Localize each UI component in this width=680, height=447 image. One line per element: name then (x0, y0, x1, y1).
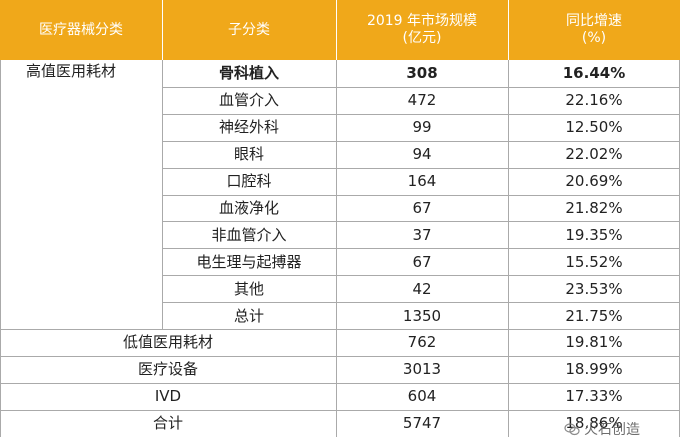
column-divider (336, 60, 337, 437)
subcategory-cell: 神经外科 (218, 118, 279, 137)
market-size-cell: 42 (412, 279, 432, 298)
subcategory-cell: 血液净化 (218, 198, 279, 217)
growth-cell: 18.99% (565, 360, 623, 379)
header-market-size-line2: (亿元) (402, 30, 442, 46)
row-divider (162, 87, 680, 88)
row-divider (162, 275, 680, 276)
subcategory-cell: 口腔科 (226, 172, 272, 191)
market-size-cell: 1350 (402, 306, 442, 325)
row-divider (162, 114, 680, 115)
subcategory-cell: 电生理与起搏器 (196, 252, 302, 271)
category-cell: 合计 (152, 414, 183, 433)
subcategory-cell: 非血管介入 (211, 225, 287, 244)
header-subcategory: 子分类 (162, 0, 336, 60)
header-divider (508, 0, 509, 60)
growth-cell: 22.02% (565, 145, 623, 164)
group-label-high-value: 高值医用耗材 (0, 60, 162, 329)
subcategory-cell: 眼科 (233, 145, 264, 164)
row-divider (162, 302, 680, 303)
market-size-cell: 99 (412, 118, 432, 137)
row-divider (0, 383, 680, 384)
market-size-cell: 604 (407, 387, 437, 406)
watermark: 火石创造 (564, 419, 640, 439)
header-growth: 同比增速 (%) (508, 0, 680, 60)
header-divider (162, 0, 163, 60)
market-size-cell: 94 (412, 145, 432, 164)
row-divider (0, 356, 680, 357)
subcategory-cell: 总计 (233, 306, 264, 325)
market-size-cell: 67 (412, 198, 432, 217)
growth-cell: 17.33% (565, 387, 623, 406)
row-divider (0, 329, 680, 330)
growth-cell: 15.52% (565, 252, 623, 271)
subcategory-cell: 其他 (233, 279, 264, 298)
subcategory-cell: 血管介入 (218, 91, 279, 110)
header-market-size: 2019 年市场规模 (亿元) (336, 0, 508, 60)
header-category-label: 医疗器械分类 (39, 21, 123, 38)
row-divider (162, 141, 680, 142)
market-size-cell: 762 (407, 333, 437, 352)
market-size-cell: 164 (407, 172, 437, 191)
market-size-cell: 67 (412, 252, 432, 271)
header-growth-line2: (%) (581, 30, 607, 46)
category-cell: IVD (154, 387, 182, 406)
row-divider (162, 195, 680, 196)
market-size-cell: 5747 (402, 414, 442, 433)
row-divider (162, 168, 680, 169)
column-divider (508, 60, 509, 437)
column-divider (162, 60, 163, 329)
growth-cell: 19.81% (565, 333, 623, 352)
market-size-cell: 3013 (402, 360, 442, 379)
column-divider (0, 60, 1, 437)
growth-cell: 21.82% (565, 198, 623, 217)
watermark-text: 火石创造 (584, 422, 640, 438)
growth-cell: 22.16% (565, 91, 623, 110)
row-divider (162, 221, 680, 222)
growth-cell: 19.35% (565, 225, 623, 244)
growth-cell: 20.69% (565, 172, 623, 191)
growth-cell: 16.44% (562, 64, 626, 83)
growth-cell: 18.86% (565, 414, 623, 433)
group-label-text: 高值医用耗材 (26, 62, 117, 80)
wechat-logo-icon (564, 423, 580, 436)
subcategory-cell: 骨科植入 (218, 64, 279, 83)
header-category: 医疗器械分类 (0, 0, 162, 60)
growth-cell: 23.53% (565, 279, 623, 298)
category-cell: 低值医用耗材 (122, 333, 213, 352)
category-cell: 医疗设备 (137, 360, 198, 379)
header-market-size-line1: 2019 年市场规模 (366, 13, 478, 30)
market-size-cell: 308 (406, 64, 438, 83)
row-divider (0, 410, 680, 411)
header-subcategory-label: 子分类 (228, 21, 270, 38)
header-divider (336, 0, 337, 60)
market-size-cell: 472 (407, 91, 437, 110)
growth-cell: 21.75% (565, 306, 623, 325)
market-size-cell: 37 (412, 225, 432, 244)
row-divider (162, 248, 680, 249)
header-growth-line1: 同比增速 (566, 13, 622, 30)
growth-cell: 12.50% (565, 118, 623, 137)
